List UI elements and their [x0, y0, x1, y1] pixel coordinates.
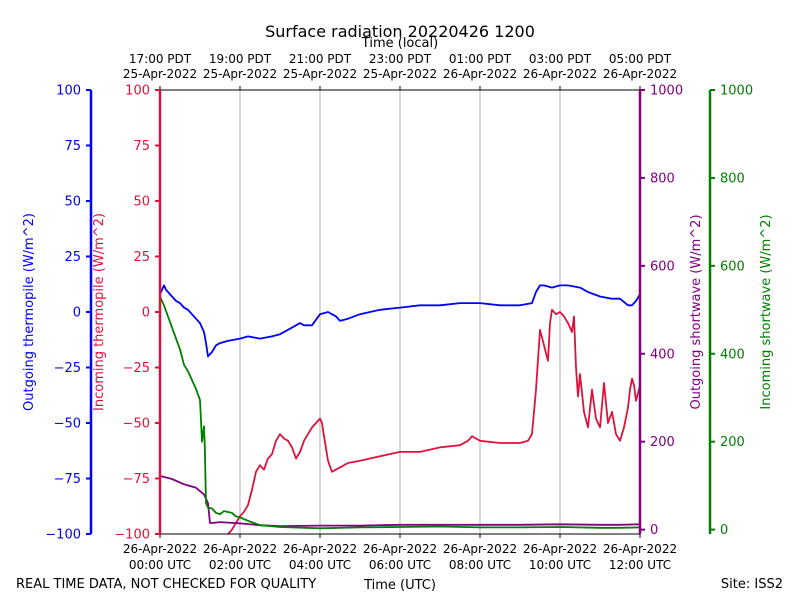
- local-tick-time: 01:00 PDT: [449, 52, 512, 66]
- outgoing-thermopile-tick-label: −25: [54, 361, 81, 376]
- series-group: [160, 284, 640, 534]
- outgoing-thermopile-tick-label: 50: [64, 195, 81, 210]
- outgoing-shortwave-tick-label: 800: [650, 171, 675, 186]
- incoming-shortwave-tick-label: 200: [720, 435, 745, 450]
- value-axes: −100 −75 −50 −25 0 25 50 75 100 Outgoing thermopi…: [22, 84, 774, 543]
- utc-tick-date: 26-Apr-2022: [283, 542, 357, 556]
- utc-tick-date: 26-Apr-2022: [123, 542, 197, 556]
- incoming-thermopile-axis-label: Incoming thermopile (W/m^2): [92, 213, 107, 411]
- outgoing-thermopile-axis-label: Outgoing thermopile (W/m^2): [22, 213, 37, 411]
- utc-tick-time: 06:00 UTC: [369, 558, 431, 572]
- utc-tick-date: 26-Apr-2022: [523, 542, 597, 556]
- local-tick-date: 25-Apr-2022: [203, 67, 277, 81]
- incoming-shortwave-tick-label: 800: [720, 171, 745, 186]
- incoming-shortwave-tick-label: 0: [720, 523, 728, 538]
- incoming-thermopile-tick-label: 25: [133, 250, 150, 265]
- vertical-gridlines: [239, 90, 561, 534]
- incoming-thermopile-tick-label: 75: [133, 139, 150, 154]
- incoming-thermopile-tick-label: 0: [142, 306, 150, 321]
- incoming-shortwave-tick-label: 400: [720, 347, 745, 362]
- local-tick-time: 03:00 PDT: [529, 52, 592, 66]
- outgoing-shortwave-tick-label: 600: [650, 259, 675, 274]
- outgoing-thermopile-line: [160, 284, 640, 358]
- incoming-thermopile-line: [227, 308, 640, 534]
- outgoing-shortwave-tick-label: 200: [650, 435, 675, 450]
- utc-tick-time: 04:00 UTC: [289, 558, 351, 572]
- incoming-shortwave-line: [160, 296, 640, 530]
- incoming-thermopile-tick-label: −100: [114, 528, 150, 543]
- outgoing-thermopile-tick-label: 100: [56, 84, 81, 99]
- outgoing-shortwave-tick-label: 0: [650, 523, 658, 538]
- utc-tick-date: 26-Apr-2022: [203, 542, 277, 556]
- local-tick-time: 05:00 PDT: [609, 52, 672, 66]
- incoming-thermopile-tick-label: 50: [133, 195, 150, 210]
- chart-title: Surface radiation 20220426 1200: [265, 22, 535, 41]
- outgoing-shortwave-tick-label: 400: [650, 347, 675, 362]
- outgoing-thermopile-tick-label: −50: [54, 417, 81, 432]
- local-tick-date: 26-Apr-2022: [443, 67, 517, 81]
- utc-tick-time: 12:00 UTC: [609, 558, 671, 572]
- outgoing-thermopile-tick-label: −100: [45, 528, 81, 543]
- outgoing-shortwave-axis-label: Outgoing shortwave (W/m^2): [689, 214, 704, 409]
- footer-quality-note: REAL TIME DATA, NOT CHECKED FOR QUALITY: [16, 577, 316, 592]
- local-tick-time: 23:00 PDT: [369, 52, 432, 66]
- utc-tick-time: 10:00 UTC: [529, 558, 591, 572]
- x-axis-label: Time (UTC): [363, 578, 436, 593]
- outgoing-thermopile-tick-label: 25: [64, 250, 81, 265]
- local-tick-date: 26-Apr-2022: [523, 67, 597, 81]
- utc-tick-date: 26-Apr-2022: [603, 542, 677, 556]
- outgoing-thermopile-tick-label: 75: [64, 139, 81, 154]
- utc-tick-time: 02:00 UTC: [209, 558, 271, 572]
- incoming-thermopile-tick-label: −50: [123, 417, 150, 432]
- outgoing-thermopile-tick-label: −75: [54, 472, 81, 487]
- local-tick-date: 25-Apr-2022: [363, 67, 437, 81]
- utc-tick-time: 00:00 UTC: [129, 558, 191, 572]
- local-tick-time: 17:00 PDT: [129, 52, 192, 66]
- incoming-thermopile-tick-label: −75: [123, 472, 150, 487]
- incoming-shortwave-tick-label: 600: [720, 259, 745, 274]
- incoming-shortwave-axis-label: Incoming shortwave (W/m^2): [759, 214, 774, 409]
- incoming-thermopile-tick-label: −25: [123, 361, 150, 376]
- outgoing-thermopile-tick-label: 0: [73, 306, 81, 321]
- local-tick-date: 25-Apr-2022: [123, 67, 197, 81]
- local-tick-time: 19:00 PDT: [209, 52, 272, 66]
- series-lines: [160, 284, 640, 534]
- utc-tick-date: 26-Apr-2022: [443, 542, 517, 556]
- local-tick-time: 21:00 PDT: [289, 52, 352, 66]
- footer-site-label: Site: ISS2: [721, 577, 783, 592]
- time-axes: 26-Apr-2022 00:00 UTC 26-Apr-2022 02:00 UTC…: [123, 52, 677, 572]
- incoming-thermopile-tick-label: 100: [125, 84, 150, 99]
- outgoing-shortwave-tick-label: 1000: [650, 84, 683, 99]
- local-tick-date: 25-Apr-2022: [283, 67, 357, 81]
- top-axis-label: Time (local): [361, 36, 438, 51]
- utc-tick-time: 08:00 UTC: [449, 558, 511, 572]
- local-tick-date: 26-Apr-2022: [603, 67, 677, 81]
- incoming-shortwave-tick-label: 1000: [720, 84, 753, 99]
- utc-tick-date: 26-Apr-2022: [363, 542, 437, 556]
